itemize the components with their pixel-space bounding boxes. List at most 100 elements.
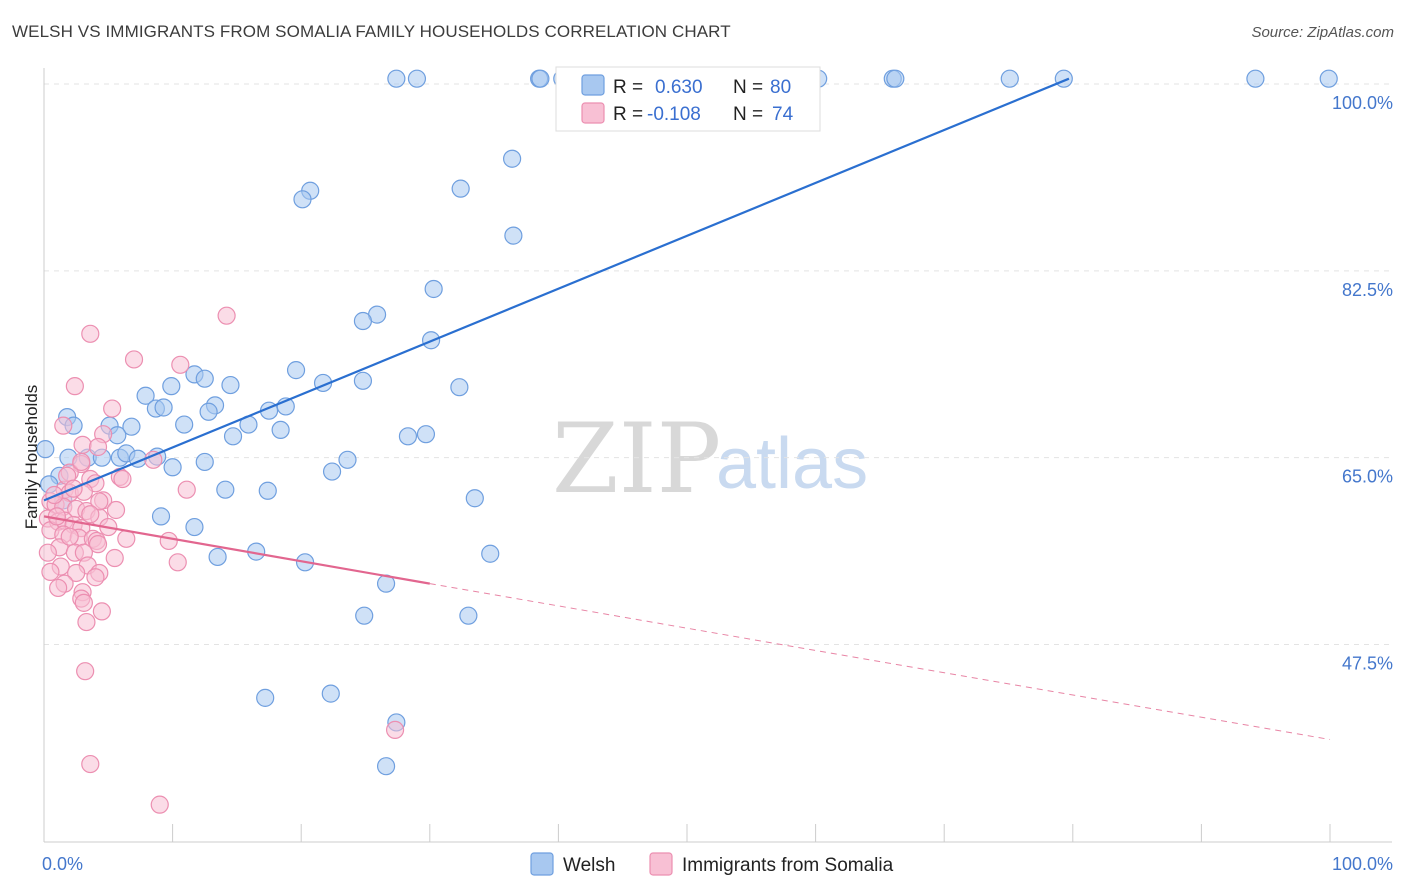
y-tick-label-3: 100.0%	[1332, 93, 1393, 113]
point-somalia-71	[106, 500, 126, 520]
point-welsh-35	[199, 402, 218, 421]
point-somalia-17	[177, 480, 196, 499]
watermark-atlas: atlas	[716, 424, 868, 504]
point-welsh-45	[271, 420, 290, 440]
trend-line-dashed-somalia	[429, 583, 1331, 741]
point-somalia-3	[171, 355, 190, 374]
point-somalia-68	[90, 492, 109, 511]
point-somalia-55	[49, 578, 68, 598]
gridlines	[44, 83, 1392, 645]
point-somalia-41	[88, 535, 108, 554]
point-welsh-27	[286, 361, 306, 380]
point-somalia-51	[41, 562, 60, 582]
point-somalia-61	[76, 662, 95, 681]
point-somalia-59	[77, 612, 96, 632]
point-welsh-75	[256, 688, 275, 707]
point-welsh-48	[416, 425, 436, 444]
point-somalia-47	[168, 553, 187, 572]
y-tick-label-1: 65.0%	[1342, 467, 1393, 487]
point-welsh-49	[36, 440, 55, 459]
point-somalia-52	[67, 563, 86, 583]
point-welsh-11	[1054, 69, 1073, 88]
point-somalia-64	[150, 795, 169, 814]
watermark-zip: ZIP	[552, 403, 721, 515]
point-welsh-57	[163, 458, 182, 477]
point-welsh-74	[459, 606, 478, 625]
point-somalia-8	[73, 435, 92, 454]
point-somalia-53	[86, 568, 105, 587]
point-welsh-78	[376, 757, 396, 776]
point-welsh-70	[481, 544, 500, 563]
legend-swatch-welsh	[581, 74, 605, 96]
point-welsh-26	[221, 375, 240, 395]
point-somalia-58	[74, 593, 93, 612]
bottom-legend-swatch-welsh	[530, 852, 554, 876]
point-welsh-19	[424, 279, 443, 299]
legend-r-value-welsh: 0.630	[655, 77, 703, 98]
source-credit: Source: ZipAtlas.com	[1251, 24, 1394, 41]
series-somalia-points	[38, 306, 405, 814]
point-welsh-60	[322, 462, 342, 481]
point-somalia-6	[54, 416, 73, 435]
point-welsh-46	[223, 427, 243, 446]
point-somalia-0	[217, 306, 236, 325]
point-welsh-10	[1000, 69, 1019, 88]
chart-title: WELSH VS IMMIGRANTS FROM SOMALIA FAMILY …	[12, 22, 731, 41]
point-welsh-9	[886, 69, 905, 88]
point-welsh-1	[407, 69, 427, 88]
point-welsh-42	[175, 415, 194, 434]
point-welsh-76	[321, 684, 340, 703]
legend-r-value-somalia: -0.108	[647, 104, 701, 125]
x-tick-label-max: 100.0%	[1332, 854, 1393, 874]
point-welsh-24	[162, 377, 181, 396]
point-welsh-67	[185, 517, 204, 537]
legend-n-label-welsh: N =	[733, 77, 763, 98]
point-somalia-60	[92, 602, 111, 621]
point-welsh-58	[195, 452, 214, 472]
point-welsh-59	[338, 450, 357, 469]
point-welsh-17	[293, 190, 312, 209]
point-welsh-63	[258, 481, 277, 500]
legend-swatch-somalia	[581, 102, 605, 124]
bottom-legend-welsh: Welsh	[563, 855, 615, 876]
point-somalia-46	[105, 548, 124, 568]
point-somalia-63	[81, 754, 100, 774]
bottom-legend-somalia: Immigrants from Somalia	[682, 855, 894, 876]
point-somalia-69	[47, 507, 66, 526]
point-somalia-2	[124, 350, 144, 369]
y-tick-label-0: 47.5%	[1342, 653, 1393, 673]
point-welsh-3	[531, 69, 550, 88]
point-somalia-1	[81, 324, 100, 343]
point-somalia-4	[65, 377, 84, 396]
point-welsh-41	[122, 417, 141, 436]
point-somalia-40	[159, 531, 178, 551]
point-welsh-21	[353, 311, 373, 331]
point-welsh-73	[355, 606, 374, 625]
point-welsh-64	[465, 489, 484, 508]
legend-r-label-welsh: R =	[613, 77, 643, 98]
point-welsh-30	[450, 378, 469, 397]
point-welsh-0	[387, 69, 406, 88]
series-legend: Welsh Immigrants from Somalia	[530, 852, 894, 876]
point-welsh-25	[195, 369, 214, 388]
bottom-legend-swatch-somalia	[649, 852, 673, 876]
point-somalia-66	[72, 452, 91, 472]
y-axis-label: Family Households	[22, 385, 41, 530]
point-somalia-5	[103, 399, 122, 418]
point-welsh-14	[503, 149, 522, 168]
correlation-legend: R = 0.630 N = 80 R = -0.108 N = 74	[555, 66, 821, 132]
legend-n-value-welsh: 80	[770, 77, 791, 98]
point-somalia-72	[60, 527, 79, 546]
point-welsh-18	[504, 226, 523, 245]
point-welsh-66	[151, 507, 171, 526]
point-somalia-62	[385, 720, 405, 740]
point-somalia-43	[38, 543, 57, 562]
legend-r-label-somalia: R =	[613, 104, 643, 125]
y-tick-label-2: 82.5%	[1342, 280, 1393, 300]
trend-line-somalia	[43, 515, 430, 585]
point-welsh-33	[154, 398, 173, 417]
point-welsh-62	[216, 480, 235, 499]
point-welsh-29	[353, 371, 373, 390]
trend-line-welsh	[43, 77, 1070, 502]
legend-n-label-somalia: N =	[733, 104, 763, 125]
